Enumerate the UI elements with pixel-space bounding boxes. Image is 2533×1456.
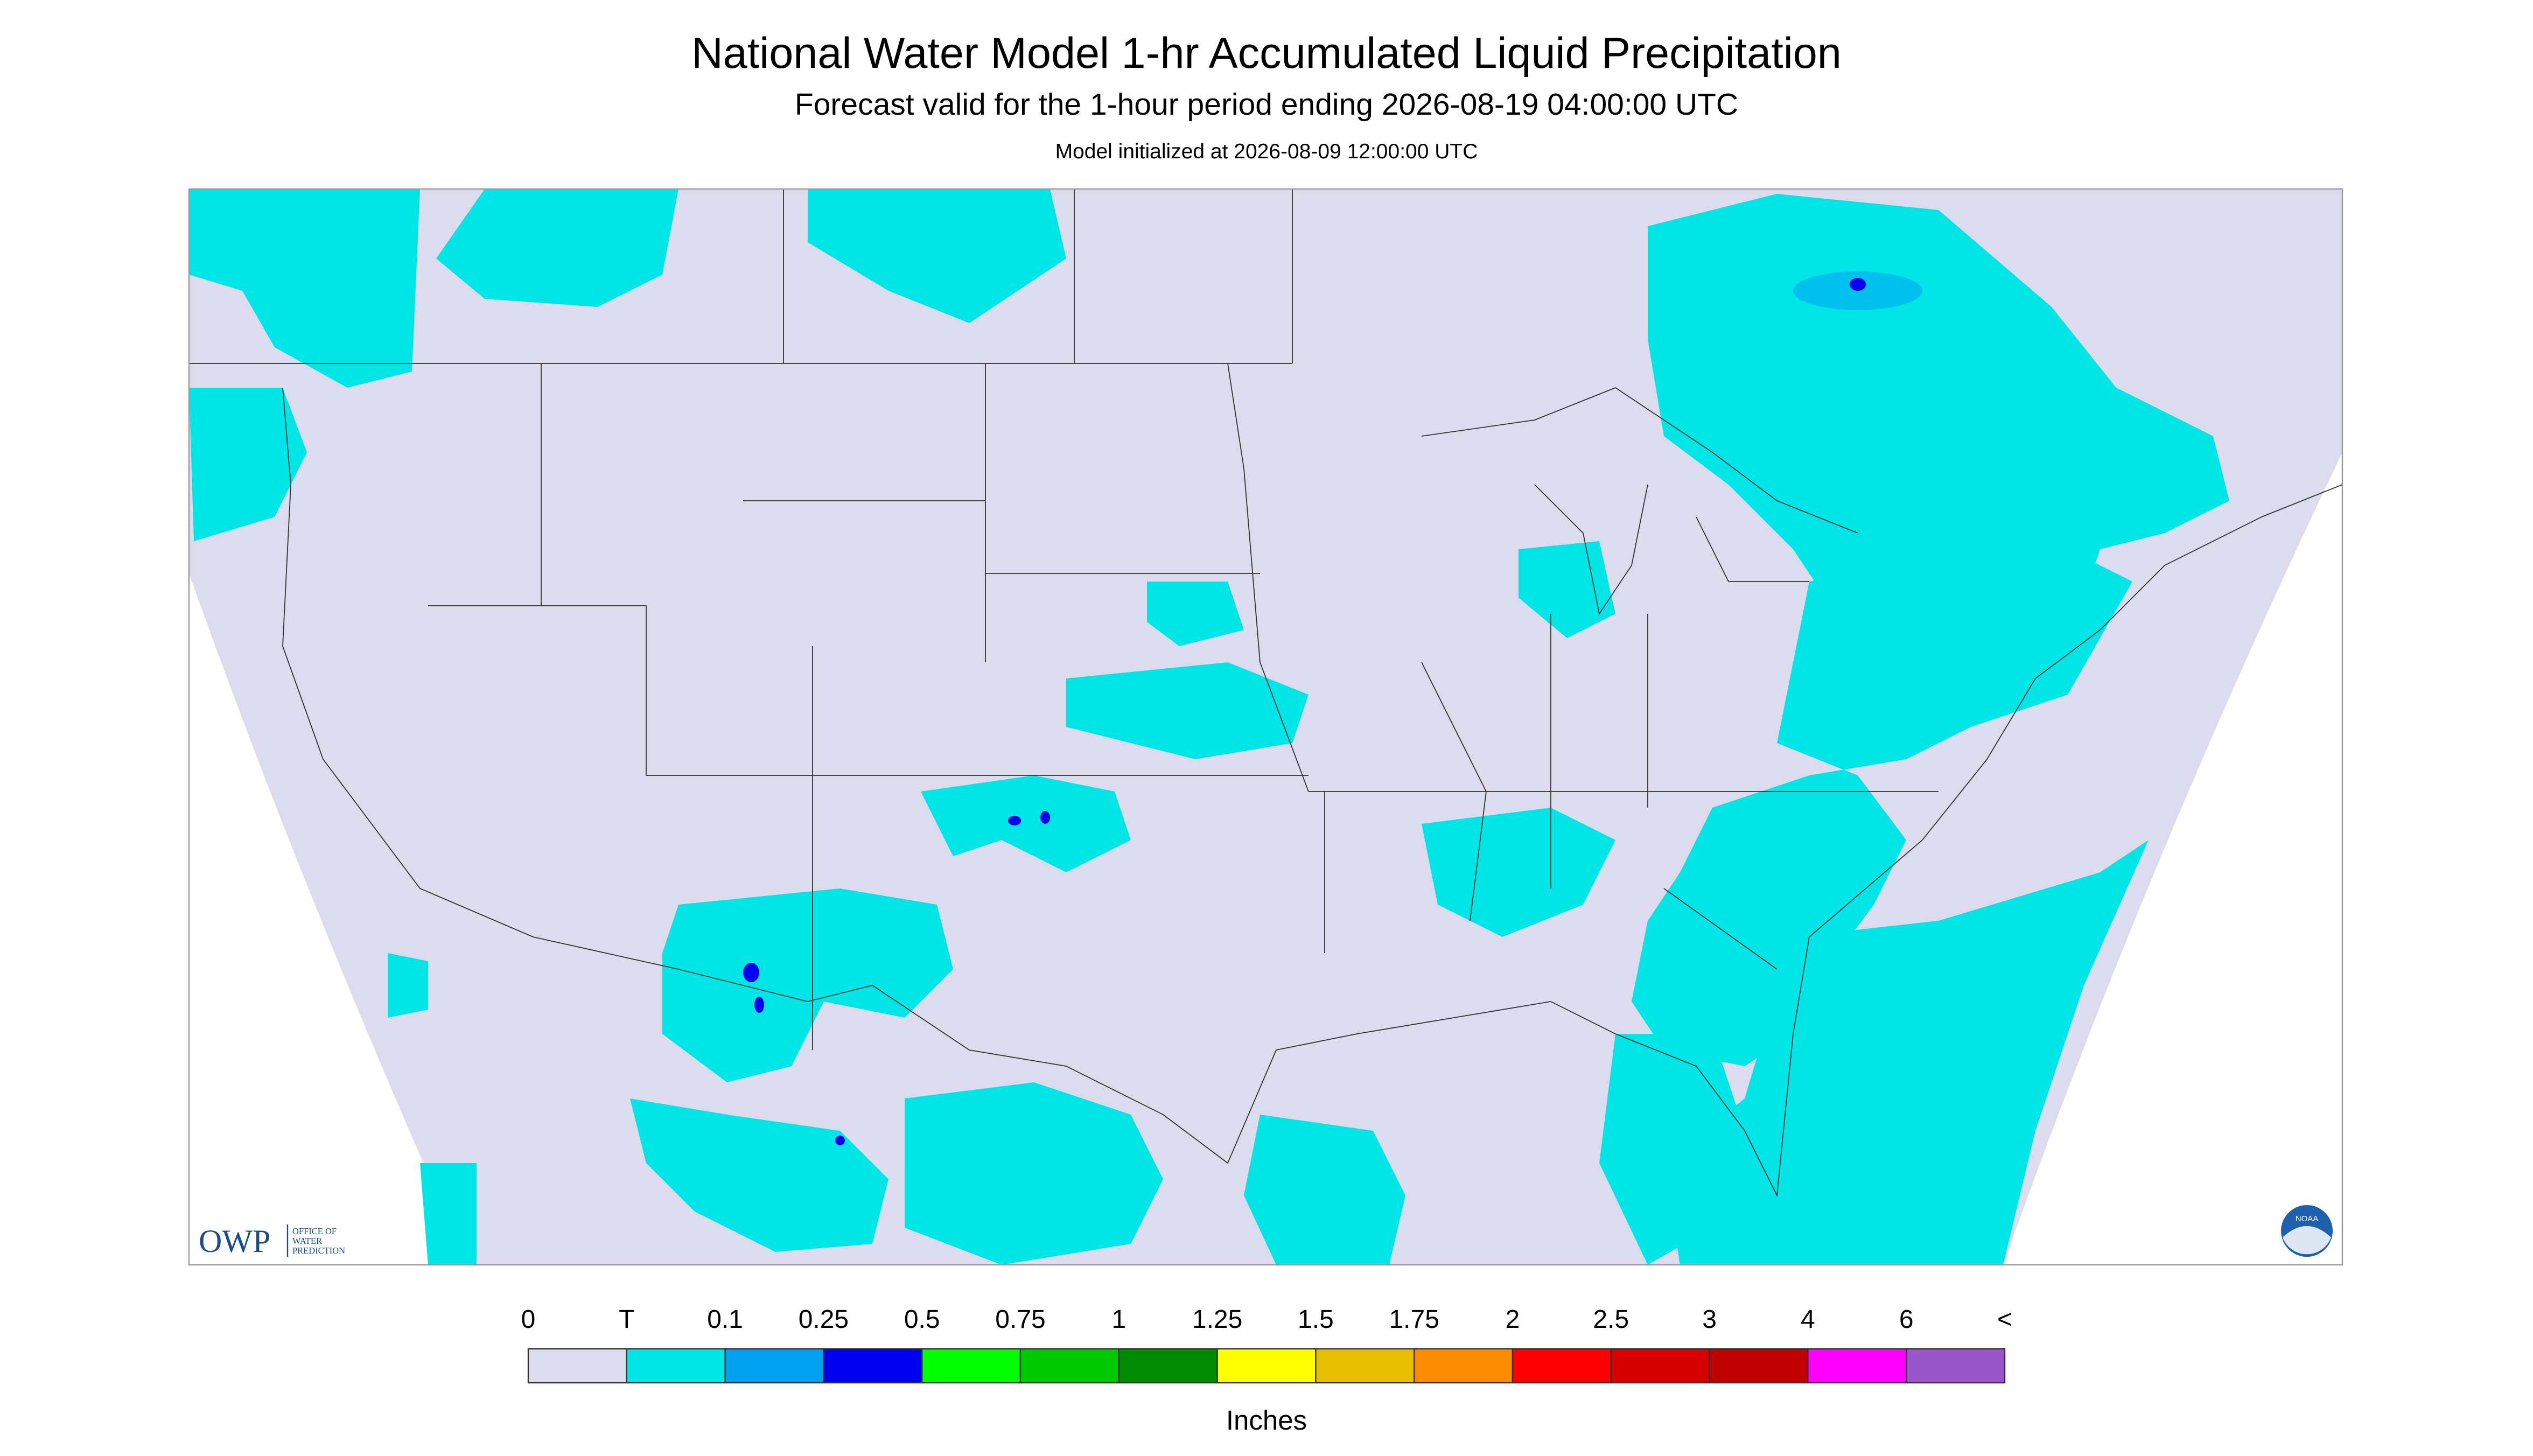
legend-label: 1 [1111,1305,1126,1334]
legend-swatch [1315,1348,1415,1384]
legend-label: 3 [1702,1305,1717,1334]
owp-text: OFFICE OF [292,1226,337,1236]
legend-label: 0.25 [799,1305,849,1334]
legend-label: 2 [1506,1305,1520,1334]
legend-swatch [724,1348,824,1384]
legend-label: 6 [1899,1305,1914,1334]
legend-swatch [1512,1348,1612,1384]
precip-areas [189,189,2229,1265]
noaa-wave [2283,1226,2331,1255]
legend-label: < [1997,1305,2012,1334]
legend-swatch [1414,1348,1514,1384]
noaa-text: NOAA [2296,1214,2319,1223]
legend-unit: Inches [1226,1405,1307,1436]
legend-label: 1.25 [1192,1305,1242,1334]
legend-swatch [1216,1348,1317,1384]
legend-swatch [1019,1348,1120,1384]
legend-label: 1.75 [1389,1305,1439,1334]
boundaries [189,189,2343,1198]
init-note: Model initialized at 2026-08-09 12:00:00… [1055,140,1478,163]
legend-swatch [1905,1348,2006,1384]
legend-swatch [527,1348,628,1384]
owp-logo: OWP [199,1223,270,1259]
legend-label: 4 [1801,1305,1815,1334]
owp-text: WATER [292,1236,322,1246]
legend: 0 T 0.1 0.25 0.5 0.75 1 1.25 1.5 1.75 2 2.5 3 4 6 < [521,1305,2012,1384]
map-frame [188,188,2343,1266]
legend-label: 0.5 [904,1305,940,1334]
legend-swatch [1610,1348,1710,1384]
legend-swatch [1807,1348,1907,1384]
legend-swatch [921,1348,1021,1384]
legend-label: 2.5 [1593,1305,1629,1334]
legend-swatch [1118,1348,1218,1384]
legend-swatch [823,1348,923,1384]
subtitle: Forecast valid for the 1-hour period end… [795,87,1738,122]
legend-swatch [1709,1348,1809,1384]
legend-label: 1.5 [1298,1305,1334,1334]
legend-label: 0.1 [707,1305,743,1334]
map: OWP OFFICE OF WATER PREDICTION NOAA [188,188,2343,1266]
owp-text: PREDICTION [292,1245,345,1256]
legend-label: 0 [521,1305,536,1334]
legend-label: T [619,1305,634,1334]
legend-swatch [626,1348,726,1384]
title: National Water Model 1-hr Accumulated Li… [691,29,1842,78]
legend-label: 0.75 [995,1305,1045,1334]
